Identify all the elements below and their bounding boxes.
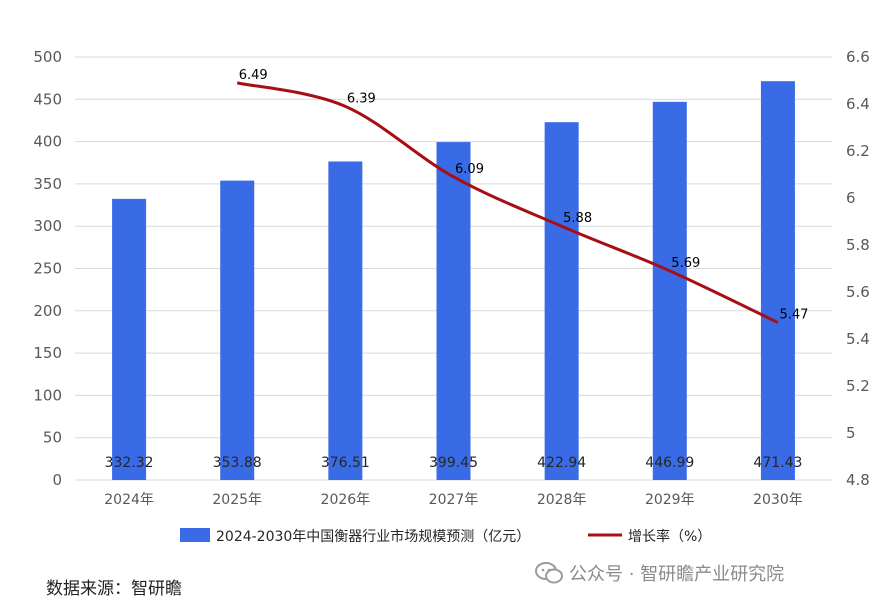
right-tick-label: 5.8 — [846, 236, 870, 254]
bar-value-label: 332.32 — [105, 455, 154, 471]
bar-value-label: 376.51 — [321, 455, 370, 471]
wechat-icon — [535, 562, 563, 584]
x-tick-label: 2028年 — [537, 492, 587, 508]
legend: 2024-2030年中国衡器行业市场规模预测（亿元） 增长率（%） — [180, 528, 711, 545]
right-tick-label: 5.4 — [846, 330, 870, 348]
left-tick-label: 0 — [52, 471, 62, 489]
left-tick-label: 350 — [33, 175, 62, 193]
legend-bar-label: 2024-2030年中国衡器行业市场规模预测（亿元） — [216, 528, 530, 545]
watermark-text: 公众号 · 智研瞻产业研究院 — [569, 564, 785, 585]
bar-series: 332.32 353.88 376.51 399.45 422.94 446.99 471.… — [105, 81, 802, 481]
left-tick-label: 300 — [33, 217, 62, 235]
left-tick-label: 250 — [33, 260, 62, 278]
bar-value-label: 446.99 — [645, 455, 694, 471]
right-tick-label: 6.4 — [846, 95, 870, 113]
x-tick-label: 2027年 — [429, 492, 479, 508]
x-tick-label: 2029年 — [645, 492, 695, 508]
bar — [652, 101, 687, 480]
left-tick-label: 400 — [33, 133, 62, 151]
bar — [544, 122, 579, 481]
x-tick-label: 2025年 — [212, 492, 262, 508]
right-axis: 4.8 5 5.2 5.4 5.6 5.8 6 6.2 6.4 6.6 — [846, 48, 870, 489]
line-value-label: 5.69 — [671, 256, 700, 271]
left-tick-label: 150 — [33, 344, 62, 362]
x-axis-ticks: 2024年 2025年 2026年 2027年 2028年 2029年 2030年 — [104, 492, 802, 508]
bar-value-label: 353.88 — [213, 455, 262, 471]
right-tick-label: 5.2 — [846, 377, 870, 395]
legend-bar-swatch — [180, 528, 210, 542]
right-tick-label: 6 — [846, 189, 856, 207]
line-value-label: 5.88 — [563, 211, 592, 226]
line-value-label: 6.09 — [455, 162, 484, 177]
bar — [436, 142, 471, 480]
bar — [760, 81, 795, 480]
bar — [220, 180, 255, 480]
left-tick-label: 200 — [33, 302, 62, 320]
line-value-label: 5.47 — [779, 308, 808, 323]
watermark: 公众号 · 智研瞻产业研究院 — [535, 558, 870, 588]
bar — [328, 161, 363, 480]
left-tick-label: 100 — [33, 386, 62, 404]
right-tick-label: 5 — [846, 424, 856, 442]
growth-rate-line — [236, 81, 779, 324]
bar — [112, 198, 147, 480]
right-tick-label: 5.6 — [846, 283, 870, 301]
data-source-note: 数据来源：智研瞻 — [46, 579, 182, 599]
right-tick-label: 6.2 — [846, 142, 870, 160]
bar-value-label: 471.43 — [753, 455, 802, 471]
left-tick-label: 450 — [33, 90, 62, 108]
x-tick-label: 2030年 — [753, 492, 803, 508]
left-tick-label: 50 — [43, 429, 62, 447]
line-series: 6.49 6.39 6.09 5.88 5.69 5.47 — [236, 68, 808, 324]
x-tick-label: 2024年 — [104, 492, 154, 508]
right-tick-label: 6.6 — [846, 48, 870, 66]
bar-value-label: 399.45 — [429, 455, 478, 471]
line-value-label: 6.39 — [347, 91, 376, 106]
bar-value-label: 422.94 — [537, 455, 586, 471]
left-tick-label: 500 — [33, 48, 62, 66]
right-tick-label: 4.8 — [846, 471, 870, 489]
x-tick-label: 2026年 — [321, 492, 371, 508]
legend-line-label: 增长率（%） — [628, 528, 711, 545]
left-axis: 0 50 100 150 200 250 300 350 400 450 500 — [33, 48, 62, 489]
line-value-label: 6.49 — [239, 68, 268, 83]
